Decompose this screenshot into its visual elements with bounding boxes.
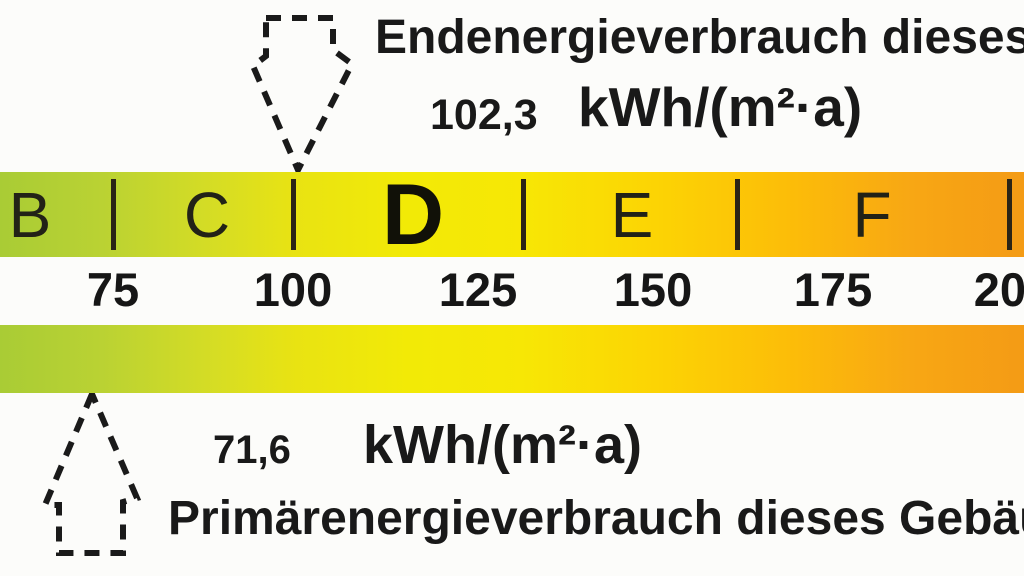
energy-class-d-current: D <box>381 166 445 263</box>
final-energy-label: Endenergieverbrauch dieses Gebäudes <box>375 11 1024 64</box>
primary-energy-label: Primärenergieverbrauch dieses Gebäudes <box>168 492 1024 545</box>
axis-number-200: 200 <box>973 263 1024 316</box>
axis-number-100: 100 <box>253 263 333 316</box>
primary-energy-unit: kWh/(m²·a) <box>363 415 642 475</box>
axis-number-175: 175 <box>793 263 873 316</box>
dashed-arrow-up-icon <box>40 386 142 556</box>
energy-class-c: C <box>183 178 231 251</box>
class-boundary-tick-100 <box>291 179 296 250</box>
energy-class-f: F <box>852 178 892 251</box>
final-energy-unit: kWh/(m²·a) <box>578 76 863 138</box>
axis-number-150: 150 <box>613 263 693 316</box>
class-boundary-tick-200 <box>1007 179 1012 250</box>
energy-class-band <box>0 172 1024 257</box>
axis-number-75: 75 <box>86 263 140 316</box>
energy-class-b: B <box>8 178 52 251</box>
axis-number-125: 125 <box>438 263 518 316</box>
primary-energy-band <box>0 325 1024 393</box>
energy-class-e: E <box>610 178 654 251</box>
final-energy-value: 102,3 <box>430 91 538 139</box>
class-boundary-tick-130 <box>521 179 526 250</box>
primary-energy-value: 71,6 <box>213 428 291 472</box>
class-boundary-tick-75 <box>111 179 116 250</box>
class-boundary-tick-160 <box>735 179 740 250</box>
